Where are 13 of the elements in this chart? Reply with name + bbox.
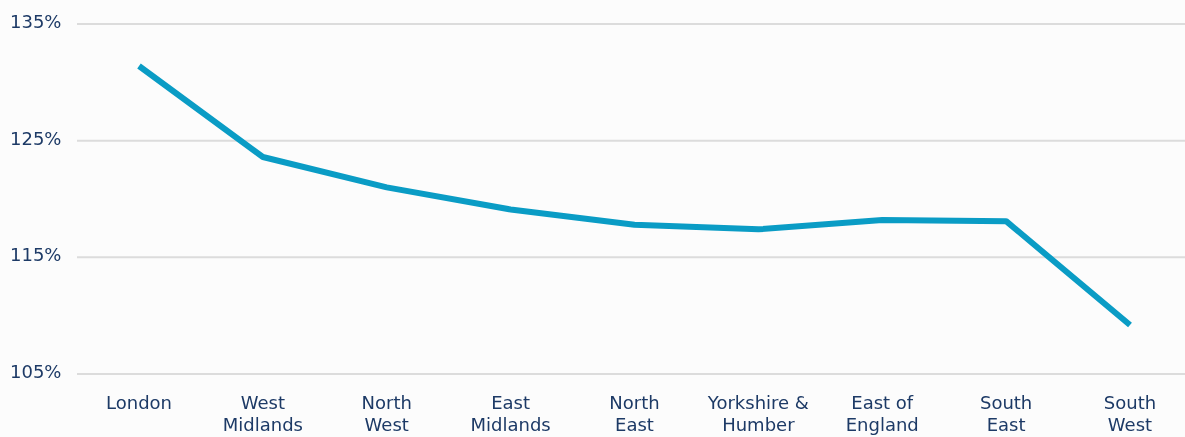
y-tick-label: 135%	[10, 11, 62, 32]
x-tick-label: South East	[979, 392, 1033, 435]
x-tick-label: South West	[1103, 392, 1157, 435]
x-tick-label: North East	[609, 392, 660, 435]
x-tick-label: London	[106, 392, 172, 413]
y-tick-label: 125%	[10, 127, 62, 149]
x-tick-label: Yorkshire & Humber	[706, 392, 809, 435]
y-tick-label: 115%	[10, 244, 62, 266]
x-tick-label: North West	[361, 392, 412, 435]
x-tick-label: West Midlands	[222, 392, 303, 435]
x-tick-label: East of England	[845, 392, 919, 435]
y-tick-label: 105%	[10, 361, 62, 382]
x-tick-label: East Midlands	[470, 392, 551, 435]
